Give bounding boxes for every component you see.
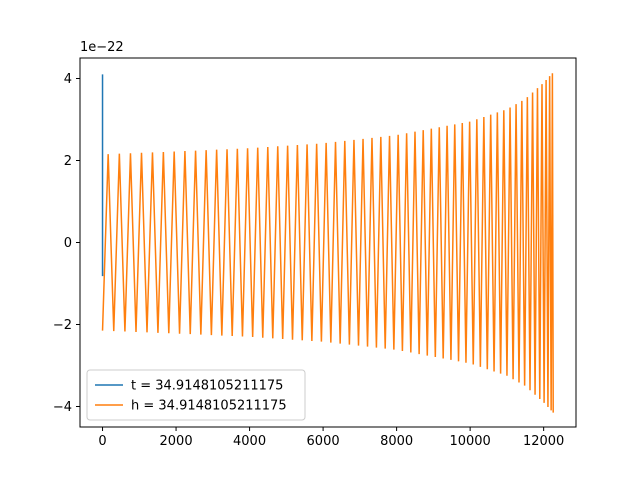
y-tick-label: 0 — [64, 236, 72, 251]
y-tick-label: −2 — [53, 318, 72, 333]
x-tick-label: 2000 — [160, 434, 193, 449]
y-offset-label: 1e−22 — [80, 40, 124, 55]
x-tick-label: 8000 — [380, 434, 413, 449]
legend: t = 34.9148105211175 h = 34.9148105211175 — [86, 369, 306, 421]
x-tick-label: 4000 — [233, 434, 266, 449]
y-axis: −4 −2 0 2 4 — [53, 72, 80, 415]
x-tick-label: 12000 — [523, 434, 564, 449]
y-tick-label: 4 — [64, 72, 72, 87]
x-tick-label: 0 — [98, 434, 106, 449]
legend-label: h = 34.9148105211175 — [131, 399, 287, 414]
y-tick-label: 2 — [64, 154, 72, 169]
x-tick-label: 6000 — [307, 434, 340, 449]
x-axis: 0 2000 4000 6000 8000 10000 12000 — [98, 427, 564, 449]
legend-label: t = 34.9148105211175 — [131, 379, 283, 394]
x-tick-label: 10000 — [449, 434, 490, 449]
series-line-h — [101, 73, 554, 413]
legend-box — [86, 369, 306, 421]
series-layer — [101, 73, 554, 413]
y-tick-label: −4 — [53, 400, 72, 415]
